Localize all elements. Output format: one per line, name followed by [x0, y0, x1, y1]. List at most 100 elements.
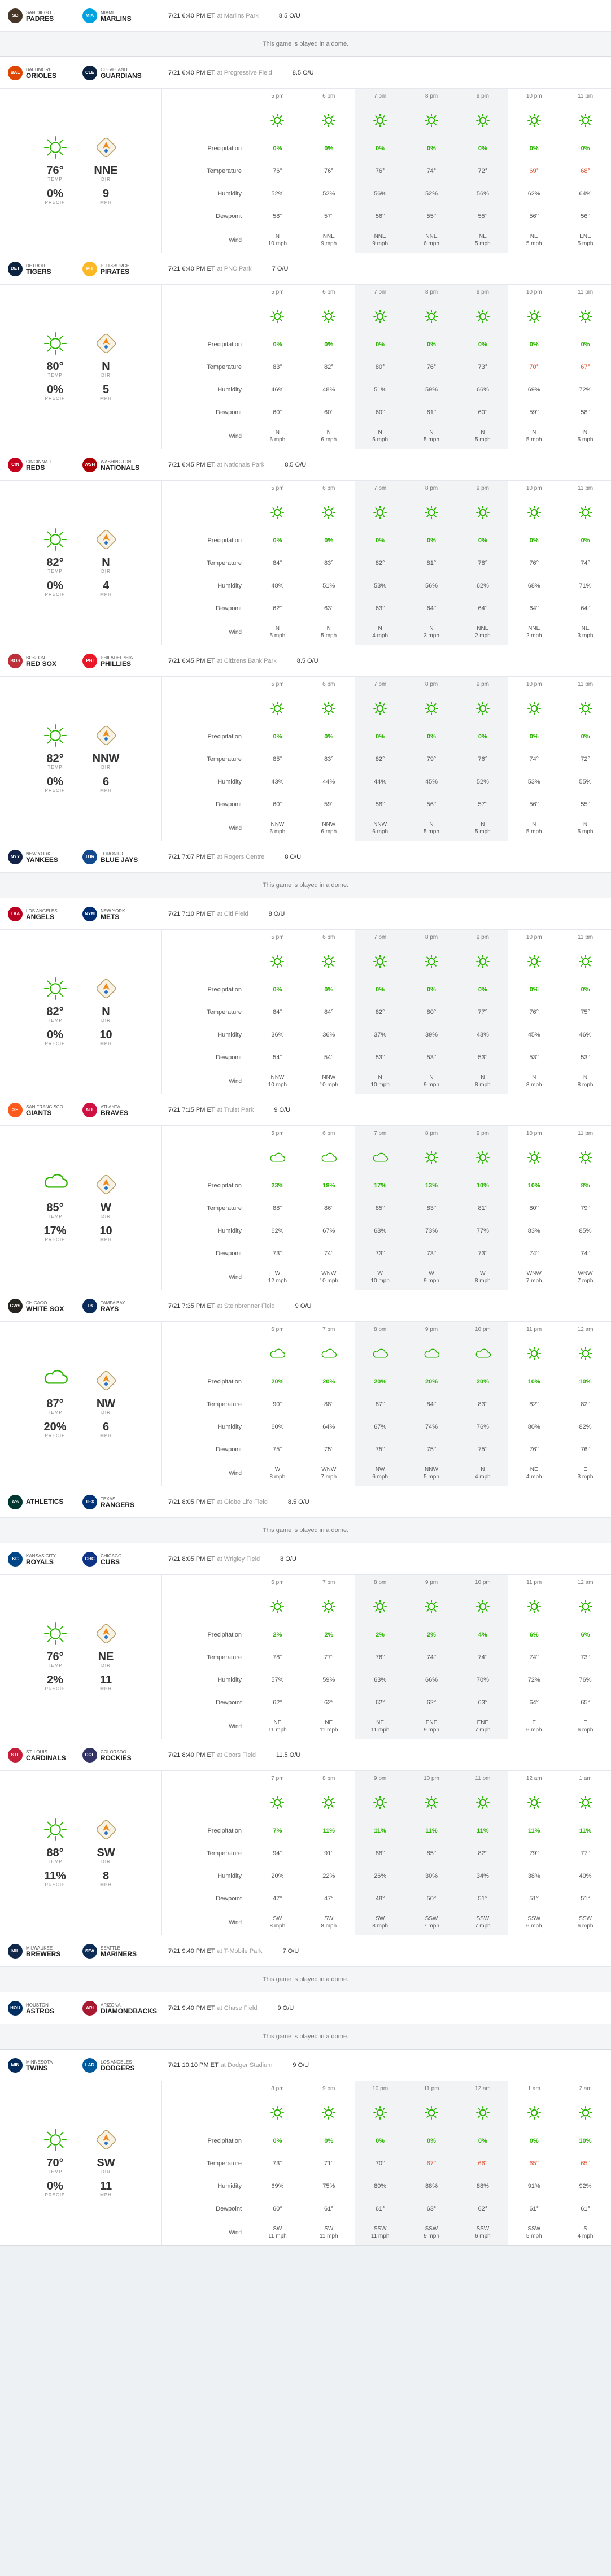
hour-precip: 13%	[425, 1182, 438, 1189]
away-team[interactable]: BAL Baltimore Orioles	[8, 65, 82, 80]
away-team[interactable]: STL St. Louis Cardinals	[8, 1747, 82, 1763]
hour-precip: 0%	[581, 145, 590, 152]
away-team[interactable]: DET Detroit Tigers	[8, 261, 82, 276]
forecast-detail: 82° TEMP N DIR 0% PRECIP 10 MPH Precipitatio…	[0, 930, 611, 1094]
hour-precip: 2%	[376, 1631, 385, 1638]
hour-precip: 20%	[476, 1378, 489, 1385]
away-team[interactable]: BOS Boston Red Sox	[8, 653, 82, 668]
summary-wind-dir: SW	[97, 1847, 115, 1859]
hour-column: 9 pm 2% 74° 66% 62° ENE 9 mph	[405, 1575, 457, 1739]
home-team[interactable]: ATL Atlanta Braves	[82, 1102, 157, 1117]
hour-dewpoint: 75°	[375, 1446, 385, 1453]
ballpark[interactable]: at Citi Field	[217, 910, 248, 917]
ballpark[interactable]: at Marlins Park	[217, 12, 259, 19]
home-team[interactable]: LAD Los Angeles Dodgers	[82, 2057, 157, 2073]
hour-dewpoint: 53°	[529, 1054, 539, 1061]
ballpark[interactable]: at Progressive Field	[217, 69, 272, 76]
summary-wind-dir: NE	[98, 1651, 114, 1663]
hour-temp: 76°	[324, 168, 334, 175]
home-team[interactable]: TOR Toronto Blue Jays	[82, 849, 157, 864]
game-card: CIN Cincinnati Reds WSH Washington Nationa…	[0, 449, 611, 645]
home-team[interactable]: ARI Arizona Diamondbacks	[82, 2000, 157, 2016]
team-name: Guardians	[101, 71, 142, 80]
away-team[interactable]: NYY New York Yankees	[8, 849, 82, 864]
ballpark[interactable]: at Nationals Park	[217, 461, 265, 468]
sun-icon	[578, 1600, 592, 1613]
row-label: Dewpoint	[216, 2205, 242, 2212]
game-card: BAL Baltimore Orioles CLE Cleveland Guardi…	[0, 57, 611, 253]
ballpark[interactable]: at Steinbrenner Field	[217, 1302, 275, 1309]
hour-temp: 94°	[273, 1850, 282, 1857]
hour-time: 8 pm	[374, 1326, 387, 1333]
hour-time: 5 pm	[271, 289, 284, 295]
sun-icon	[578, 1796, 592, 1809]
home-team[interactable]: WSH Washington Nationals	[82, 457, 157, 472]
home-team[interactable]: TEX Texas Rangers	[82, 1494, 157, 1509]
hour-dewpoint: 63°	[375, 605, 385, 612]
ballpark[interactable]: at Rogers Centre	[217, 853, 265, 860]
ballpark[interactable]: at Dodger Stadium	[220, 2061, 273, 2069]
away-team[interactable]: LAA Los Angeles Angels	[8, 906, 82, 921]
away-team[interactable]: HOU Houston Astros	[8, 2000, 82, 2016]
sun-icon	[424, 310, 438, 323]
sun-icon	[373, 1600, 387, 1613]
hour-wind: NNE 9 mph	[372, 233, 389, 247]
sun-icon	[322, 1796, 336, 1809]
away-team[interactable]: MIN Minnesota Twins	[8, 2057, 82, 2073]
hour-temp: 82°	[529, 1401, 539, 1408]
ballpark[interactable]: at Coors Field	[217, 1751, 256, 1759]
home-team[interactable]: CLE Cleveland Guardians	[82, 65, 157, 80]
hour-wind: NNE 6 mph	[424, 233, 439, 247]
away-team[interactable]: A's Athletics	[8, 1494, 82, 1509]
away-team[interactable]: CWS Chicago White Sox	[8, 1298, 82, 1313]
team-name: Cubs	[101, 1557, 120, 1566]
ballpark[interactable]: at T-Mobile Park	[217, 1947, 263, 1955]
hour-dewpoint: 60°	[478, 409, 488, 416]
home-team[interactable]: TB Tampa Bay Rays	[82, 1298, 157, 1313]
hour-column: 10 pm 4% 74° 70% 63° ENE 7 mph	[457, 1575, 509, 1739]
ballpark[interactable]: at Globe Life Field	[217, 1498, 268, 1505]
home-team[interactable]: SEA Seattle Mariners	[82, 1943, 157, 1959]
hour-time: 11 pm	[578, 681, 593, 687]
row-label: Dewpoint	[216, 1250, 242, 1257]
away-team[interactable]: KC Kansas City Royals	[8, 1551, 82, 1567]
away-team[interactable]: CIN Cincinnati Reds	[8, 457, 82, 472]
hour-humidity: 69%	[271, 2183, 284, 2190]
hour-humidity: 56%	[425, 582, 438, 589]
row-label: Temperature	[207, 1401, 242, 1408]
hour-temp: 85°	[426, 1850, 437, 1857]
ballpark[interactable]: at Truist Park	[217, 1106, 254, 1113]
row-label: Temperature	[207, 2160, 242, 2167]
ballpark[interactable]: at Chase Field	[217, 2004, 258, 2012]
ballpark[interactable]: at Wrigley Field	[217, 1555, 260, 1563]
home-team[interactable]: PHI Philadelphia Phillies	[82, 653, 157, 668]
hour-column: 7 pm 0% 82° 37% 53° N 10 mph	[354, 930, 406, 1094]
ballpark[interactable]: at PNC Park	[217, 265, 252, 272]
home-team[interactable]: MIA Miami Marlins	[82, 8, 157, 23]
away-team[interactable]: MIL Milwaukee Brewers	[8, 1943, 82, 1959]
away-team[interactable]: SF San Francisco Giants	[8, 1102, 82, 1117]
home-team[interactable]: PIT Pittsburgh Pirates	[82, 261, 157, 276]
sun-icon	[322, 702, 336, 715]
over-under: 9 O/U	[293, 2061, 309, 2069]
summary-wind-dir: NNW	[92, 752, 120, 765]
ballpark[interactable]: at Citizens Bank Park	[217, 657, 277, 664]
hour-dewpoint: 54°	[324, 1054, 334, 1061]
row-label: Precipitation	[207, 733, 242, 740]
home-team[interactable]: CHC Chicago Cubs	[82, 1551, 157, 1567]
hour-precip: 0%	[478, 537, 487, 544]
home-team[interactable]: COL Colorado Rockies	[82, 1747, 157, 1763]
hour-humidity: 46%	[271, 386, 284, 393]
team-logo-icon: TB	[82, 1298, 97, 1313]
hour-temp: 66°	[478, 2160, 488, 2167]
cloud-icon	[42, 1173, 68, 1196]
home-team[interactable]: NYM New York Mets	[82, 906, 157, 921]
hourly-table: Precipitation Temperature Humidity Dewpoint…	[162, 285, 611, 449]
away-team[interactable]: SD San Diego Padres	[8, 8, 82, 23]
